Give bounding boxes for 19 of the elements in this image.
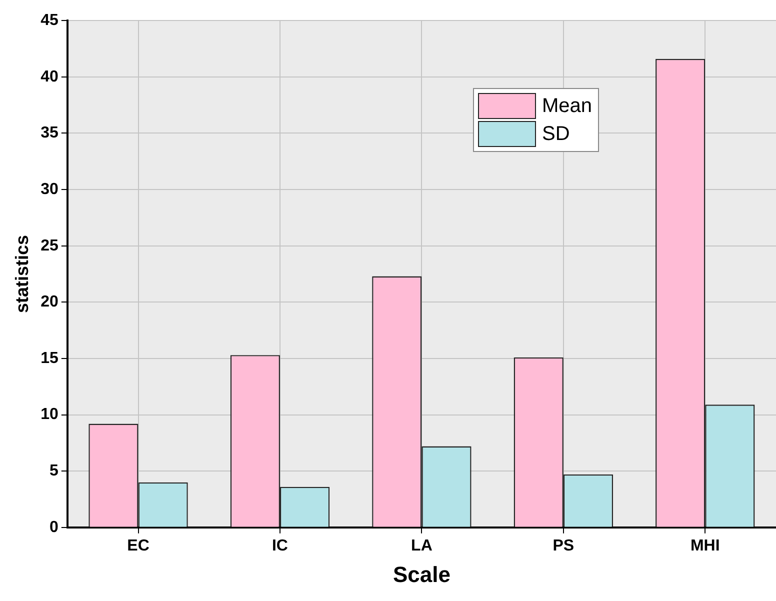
x-tick-label: EC xyxy=(127,537,150,554)
y-tick-label: 15 xyxy=(40,350,58,367)
y-tick-label: 25 xyxy=(40,237,58,254)
legend-label: SD xyxy=(542,122,570,147)
y-tick-label: 0 xyxy=(49,518,58,536)
y-tick-label: 10 xyxy=(40,406,58,424)
y-tick-label: 45 xyxy=(40,12,58,30)
y-tick-label: 35 xyxy=(40,124,58,142)
x-tick-label: MHI xyxy=(690,537,720,554)
x-tick-label: PS xyxy=(552,537,574,554)
legend-label: Mean xyxy=(542,94,592,119)
x-tick-label: IC xyxy=(272,537,288,554)
x-axis-title: Scale xyxy=(392,562,450,587)
y-tick-label: 30 xyxy=(40,180,58,198)
y-tick-label: 5 xyxy=(49,462,58,480)
y-tick-label: 40 xyxy=(40,68,58,86)
y-axis-title: statistics xyxy=(12,234,32,314)
y-tick-label: 20 xyxy=(40,294,58,311)
x-tick-label: LA xyxy=(411,537,433,554)
